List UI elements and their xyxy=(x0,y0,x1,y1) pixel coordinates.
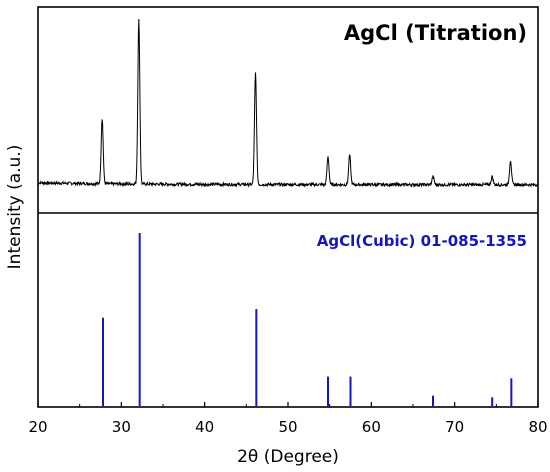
x-tick-label: 50 xyxy=(278,418,297,436)
reference-pattern-panel xyxy=(102,233,513,406)
x-tick-label: 70 xyxy=(445,418,464,436)
plot-frame xyxy=(37,6,539,408)
x-axis: 20 30 40 50 60 70 80 xyxy=(28,402,548,436)
chart-title: AgCl (Titration) xyxy=(344,21,527,45)
x-tick-label: 80 xyxy=(528,418,547,436)
y-axis-label: Intensity (a.u.) xyxy=(5,145,25,270)
x-tick-label: 40 xyxy=(195,418,214,436)
x-tick-label: 20 xyxy=(28,418,47,436)
measured-pattern-panel xyxy=(37,18,539,188)
x-tick-label: 60 xyxy=(362,418,381,436)
reference-annotation: AgCl(Cubic) 01-085-1355 xyxy=(317,232,527,250)
measured-xrd-trace xyxy=(37,18,539,188)
x-tick-label: 30 xyxy=(112,418,131,436)
x-axis-label: 2θ (Degree) xyxy=(237,447,339,467)
